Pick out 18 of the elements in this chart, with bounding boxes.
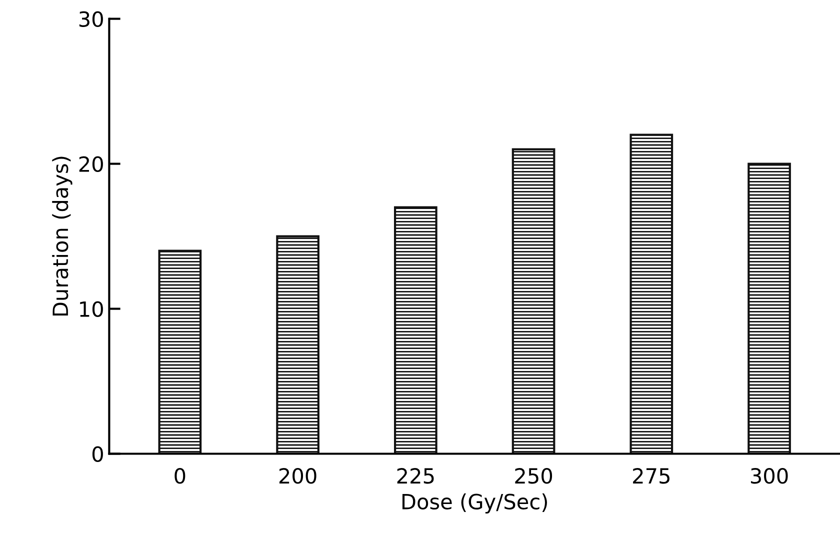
x-tick-label: 250 bbox=[515, 468, 552, 484]
x-axis-title: Dose (Gy/Sec) bbox=[402, 493, 547, 514]
x-tick-label: 0 bbox=[174, 468, 186, 484]
x-tick-label: 275 bbox=[633, 468, 670, 484]
y-tick-label: 30 bbox=[79, 11, 103, 28]
y-axis-title: Duration (days) bbox=[52, 156, 72, 316]
y-tick-label: 10 bbox=[80, 301, 103, 317]
bar bbox=[158, 250, 202, 454]
bar bbox=[512, 148, 556, 454]
x-tick-label: 300 bbox=[750, 468, 788, 484]
y-tick-label: 20 bbox=[79, 156, 103, 172]
bar bbox=[276, 235, 320, 454]
y-tick-label: 0 bbox=[92, 446, 103, 462]
bar bbox=[394, 206, 438, 454]
x-tick-label: 225 bbox=[397, 468, 434, 484]
x-tick-label: 200 bbox=[279, 468, 316, 484]
bar bbox=[748, 162, 791, 454]
bar bbox=[630, 134, 674, 454]
